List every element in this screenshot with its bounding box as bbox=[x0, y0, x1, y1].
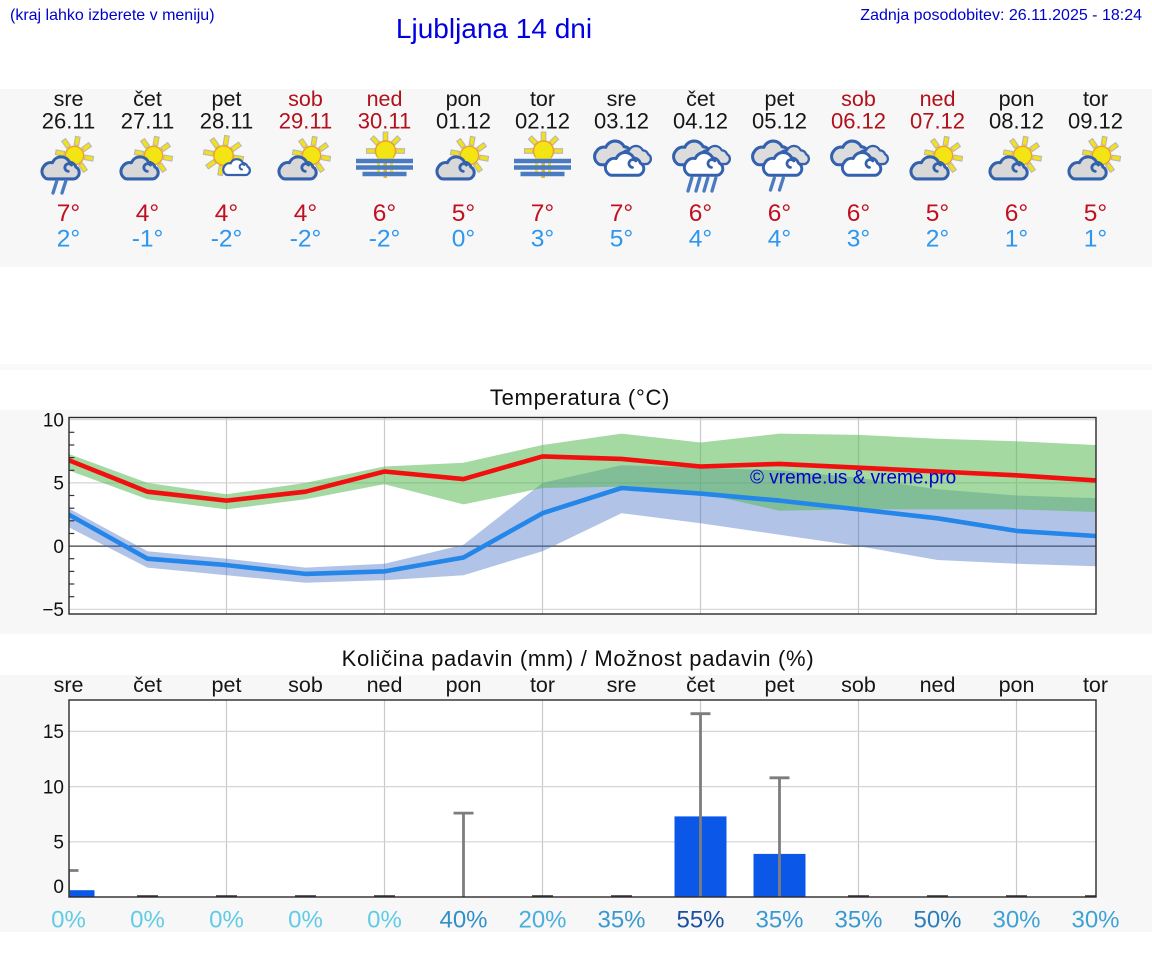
svg-text:0%: 0% bbox=[209, 907, 244, 934]
svg-text:pon: pon bbox=[446, 673, 482, 697]
svg-text:ned: ned bbox=[920, 673, 956, 697]
svg-text:3°: 3° bbox=[531, 226, 554, 253]
svg-text:05.12: 05.12 bbox=[752, 109, 807, 134]
svg-text:pon: pon bbox=[446, 89, 482, 111]
svg-text:čet: čet bbox=[686, 673, 715, 697]
svg-text:0%: 0% bbox=[51, 907, 86, 934]
svg-text:02.12: 02.12 bbox=[515, 109, 570, 134]
svg-text:09.12: 09.12 bbox=[1068, 109, 1123, 134]
svg-text:tor: tor bbox=[1083, 673, 1108, 697]
svg-text:sob: sob bbox=[841, 673, 876, 697]
svg-text:5°: 5° bbox=[452, 200, 475, 227]
svg-text:2°: 2° bbox=[57, 226, 80, 253]
svg-text:08.12: 08.12 bbox=[989, 109, 1044, 134]
svg-text:pet: pet bbox=[765, 673, 795, 697]
svg-text:pet: pet bbox=[212, 673, 242, 697]
svg-text:ned: ned bbox=[367, 89, 403, 111]
svg-text:pet: pet bbox=[212, 89, 242, 111]
svg-text:6°: 6° bbox=[373, 200, 396, 227]
svg-text:4°: 4° bbox=[689, 226, 712, 253]
svg-text:55%: 55% bbox=[676, 907, 724, 934]
svg-text:sob: sob bbox=[288, 673, 323, 697]
svg-text:-1°: -1° bbox=[132, 226, 164, 253]
svg-text:čet: čet bbox=[686, 89, 715, 111]
svg-text:čet: čet bbox=[133, 673, 162, 697]
svg-text:1°: 1° bbox=[1005, 226, 1028, 253]
svg-text:pon: pon bbox=[999, 673, 1035, 697]
svg-text:0: 0 bbox=[53, 877, 64, 898]
svg-text:5: 5 bbox=[53, 474, 64, 495]
svg-text:4°: 4° bbox=[215, 200, 238, 227]
svg-text:30%: 30% bbox=[992, 907, 1040, 934]
svg-text:0°: 0° bbox=[452, 226, 475, 253]
svg-text:7°: 7° bbox=[57, 200, 80, 227]
svg-text:4°: 4° bbox=[136, 200, 159, 227]
svg-text:28.11: 28.11 bbox=[200, 109, 253, 134]
svg-text:40%: 40% bbox=[439, 907, 487, 934]
svg-text:30.11: 30.11 bbox=[358, 109, 411, 134]
svg-text:26.11: 26.11 bbox=[42, 109, 95, 134]
svg-text:4°: 4° bbox=[768, 226, 791, 253]
svg-text:3°: 3° bbox=[847, 226, 870, 253]
svg-text:27.11: 27.11 bbox=[121, 109, 174, 134]
svg-text:-2°: -2° bbox=[290, 226, 322, 253]
svg-text:−5: −5 bbox=[42, 600, 64, 621]
svg-text:sre: sre bbox=[607, 673, 637, 697]
svg-text:6°: 6° bbox=[768, 200, 791, 227]
svg-text:0: 0 bbox=[53, 537, 64, 558]
svg-text:10: 10 bbox=[43, 410, 64, 431]
svg-text:Temperatura (°C): Temperatura (°C) bbox=[490, 385, 670, 410]
svg-text:7°: 7° bbox=[610, 200, 633, 227]
svg-text:-2°: -2° bbox=[369, 226, 401, 253]
svg-text:50%: 50% bbox=[913, 907, 961, 934]
svg-text:0%: 0% bbox=[130, 907, 165, 934]
svg-text:sob: sob bbox=[841, 89, 876, 111]
svg-text:35%: 35% bbox=[597, 907, 645, 934]
svg-text:-2°: -2° bbox=[211, 226, 243, 253]
svg-text:5°: 5° bbox=[610, 226, 633, 253]
svg-text:6°: 6° bbox=[1005, 200, 1028, 227]
svg-text:07.12: 07.12 bbox=[910, 109, 965, 134]
svg-text:20%: 20% bbox=[518, 907, 566, 934]
svg-text:pet: pet bbox=[765, 89, 795, 111]
svg-text:04.12: 04.12 bbox=[673, 109, 728, 134]
svg-text:1°: 1° bbox=[1084, 226, 1107, 253]
svg-text:5°: 5° bbox=[1084, 200, 1107, 227]
svg-text:10: 10 bbox=[43, 777, 64, 798]
svg-text:35%: 35% bbox=[834, 907, 882, 934]
svg-text:35%: 35% bbox=[755, 907, 803, 934]
svg-text:sre: sre bbox=[54, 673, 84, 697]
svg-text:ned: ned bbox=[367, 673, 403, 697]
svg-text:sre: sre bbox=[54, 89, 84, 111]
svg-text:29.11: 29.11 bbox=[279, 109, 332, 134]
svg-text:06.12: 06.12 bbox=[831, 109, 886, 134]
svg-text:15: 15 bbox=[43, 722, 64, 743]
svg-text:0%: 0% bbox=[288, 907, 323, 934]
svg-text:6°: 6° bbox=[847, 200, 870, 227]
svg-text:01.12: 01.12 bbox=[436, 109, 491, 134]
svg-text:5°: 5° bbox=[926, 200, 949, 227]
svg-text:© vreme.us & vreme.pro: © vreme.us & vreme.pro bbox=[750, 468, 956, 489]
svg-text:03.12: 03.12 bbox=[594, 109, 649, 134]
svg-text:4°: 4° bbox=[294, 200, 317, 227]
svg-text:Količina padavin (mm) / Možnos: Količina padavin (mm) / Možnost padavin … bbox=[342, 646, 815, 671]
svg-text:7°: 7° bbox=[531, 200, 554, 227]
svg-text:sre: sre bbox=[607, 89, 637, 111]
svg-text:tor: tor bbox=[530, 89, 555, 111]
svg-text:sob: sob bbox=[288, 89, 323, 111]
svg-text:0%: 0% bbox=[367, 907, 402, 934]
svg-text:tor: tor bbox=[1083, 89, 1108, 111]
svg-text:30%: 30% bbox=[1071, 907, 1119, 934]
svg-text:ned: ned bbox=[920, 89, 956, 111]
svg-text:pon: pon bbox=[999, 89, 1035, 111]
svg-text:čet: čet bbox=[133, 89, 162, 111]
svg-text:5: 5 bbox=[53, 833, 64, 854]
svg-text:tor: tor bbox=[530, 673, 555, 697]
svg-text:6°: 6° bbox=[689, 200, 712, 227]
svg-text:2°: 2° bbox=[926, 226, 949, 253]
